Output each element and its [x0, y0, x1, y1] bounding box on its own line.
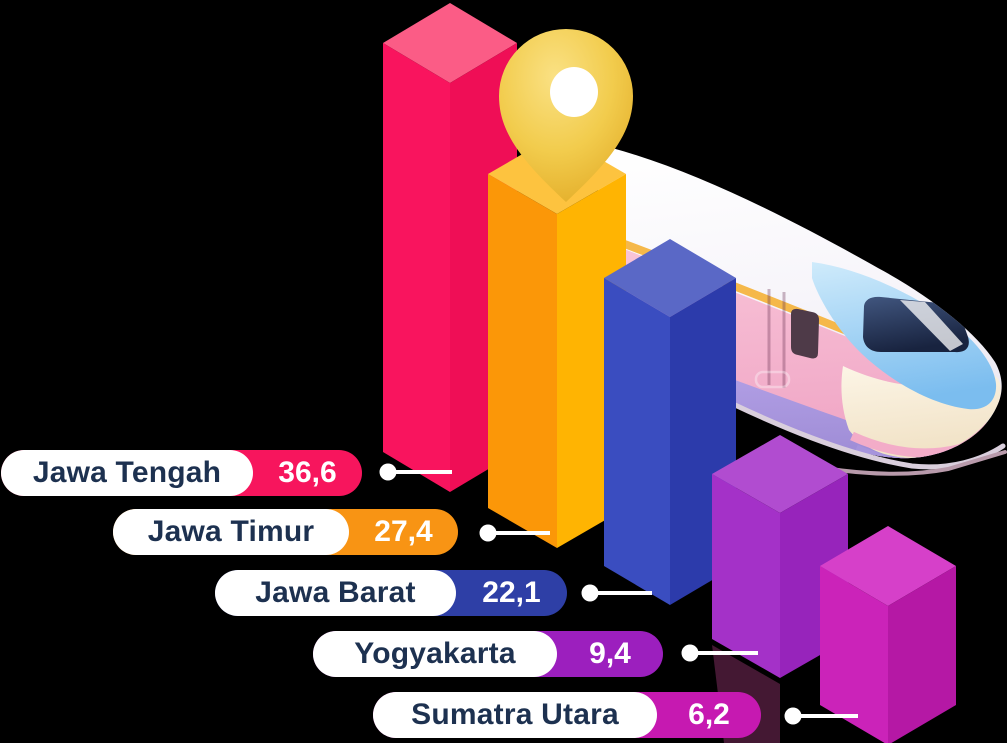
train-door-handle [754, 370, 791, 389]
leader-dot [379, 463, 397, 481]
leader-dot [479, 524, 497, 542]
bar-right-face [888, 566, 956, 743]
category-label: Jawa Timur [113, 509, 349, 555]
bar-sumatra-utara [820, 526, 956, 743]
pin-hole [550, 67, 598, 117]
category-label: Yogyakarta [313, 631, 557, 677]
bar-left-face [383, 43, 450, 492]
category-label: Jawa Barat [215, 570, 456, 616]
value-badge: 9,4 [589, 637, 631, 670]
value-badge: 36,6 [278, 456, 337, 489]
value-badge: 27,4 [374, 515, 433, 548]
leader-dot [581, 584, 599, 602]
location-pin-icon [498, 28, 633, 202]
train-accent-stripe [598, 227, 866, 342]
bar-left-face [712, 474, 780, 678]
category-pill-jawa-barat: 22,1 Jawa Barat [215, 570, 567, 616]
category-pill-jawa-tengah: 36,6 Jawa Tengah [1, 450, 362, 496]
train-side-window [791, 308, 819, 359]
value-badge: 22,1 [482, 576, 541, 609]
bars-front-group [712, 435, 956, 743]
bar-left-face [488, 174, 557, 548]
bar-yogyakarta [712, 435, 848, 678]
category-pill-yogyakarta: 9,4 Yogyakarta [313, 631, 663, 677]
train-glass-reflection [900, 300, 963, 351]
leader-dot [681, 644, 699, 662]
category-pill-jawa-timur: 27,4 Jawa Timur [113, 509, 458, 555]
bar-left-face [604, 278, 670, 605]
category-label: Jawa Tengah [1, 450, 253, 496]
value-badge: 6,2 [688, 698, 730, 731]
category-label: Sumatra Utara [373, 692, 657, 738]
bar-jawa-barat [604, 239, 736, 605]
leader-dot [784, 707, 802, 725]
leader-lines-group [379, 463, 858, 725]
category-pill-sumatra-utara: 6,2 Sumatra Utara [373, 692, 761, 738]
bar-left-face [820, 566, 888, 743]
